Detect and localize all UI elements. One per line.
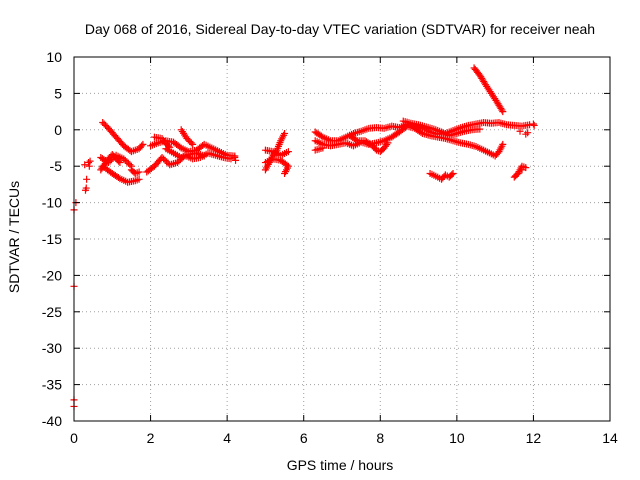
x-tick-label: 14 [602,430,618,446]
x-axis-label: GPS time / hours [287,457,394,473]
data-point [81,161,89,169]
data-point [85,162,93,170]
y-tick-label: -25 [42,304,62,320]
chart-ticks [73,56,611,422]
data-point [526,121,534,129]
data-point [499,140,507,148]
chart-points [70,64,538,410]
data-point [139,140,147,148]
y-tick-label: -35 [42,377,62,393]
y-tick-label: 5 [54,85,62,101]
data-point [116,159,124,167]
data-point [417,128,425,136]
data-point [200,152,208,160]
y-tick-label: 10 [46,49,62,65]
chart-title: Day 068 of 2016, Sidereal Day-to-day VTE… [85,21,595,37]
y-tick-label: -5 [50,158,63,174]
y-tick-label: -30 [42,340,62,356]
y-tick-label: 0 [54,122,62,138]
data-point [319,144,327,152]
data-point [449,169,457,177]
x-tick-label: 8 [376,430,384,446]
data-point [281,169,289,177]
data-point [138,142,146,150]
data-point [115,157,123,165]
x-tick-label: 4 [223,430,231,446]
y-tick-label: -10 [42,195,62,211]
x-tick-label: 6 [300,430,308,446]
data-point [83,175,91,183]
data-point [126,161,134,169]
chart-grid [74,57,610,421]
data-point [86,157,94,165]
data-point [284,148,292,156]
data-point [384,139,392,147]
data-point [189,140,197,148]
data-point [135,175,143,183]
data-point [530,121,538,129]
data-point [135,168,143,176]
data-point [352,136,360,144]
data-point [231,152,239,160]
x-tick-label: 12 [526,430,542,446]
y-tick-label: -40 [42,413,62,429]
data-point [499,108,507,116]
data-point [82,184,90,192]
data-point [187,139,195,147]
chart-tick-labels: 0 2 4 6 8 10 12 14 10 5 0 -5 -10 -15 -20 -25 -30 -35 -40 [42,49,618,446]
data-point [383,141,391,149]
data-point [498,106,506,114]
data-point [448,171,456,179]
data-point [524,129,532,137]
data-point [522,164,530,172]
data-point [281,129,289,137]
x-tick-label: 0 [70,430,78,446]
x-tick-label: 10 [449,430,465,446]
data-point [232,156,240,164]
data-point [529,120,537,128]
data-point [476,125,484,133]
y-axis-label: SDTVAR / TECUs [6,181,22,293]
y-tick-label: -20 [42,267,62,283]
y-tick-label: -15 [42,231,62,247]
x-tick-label: 2 [147,430,155,446]
data-point [85,159,93,167]
